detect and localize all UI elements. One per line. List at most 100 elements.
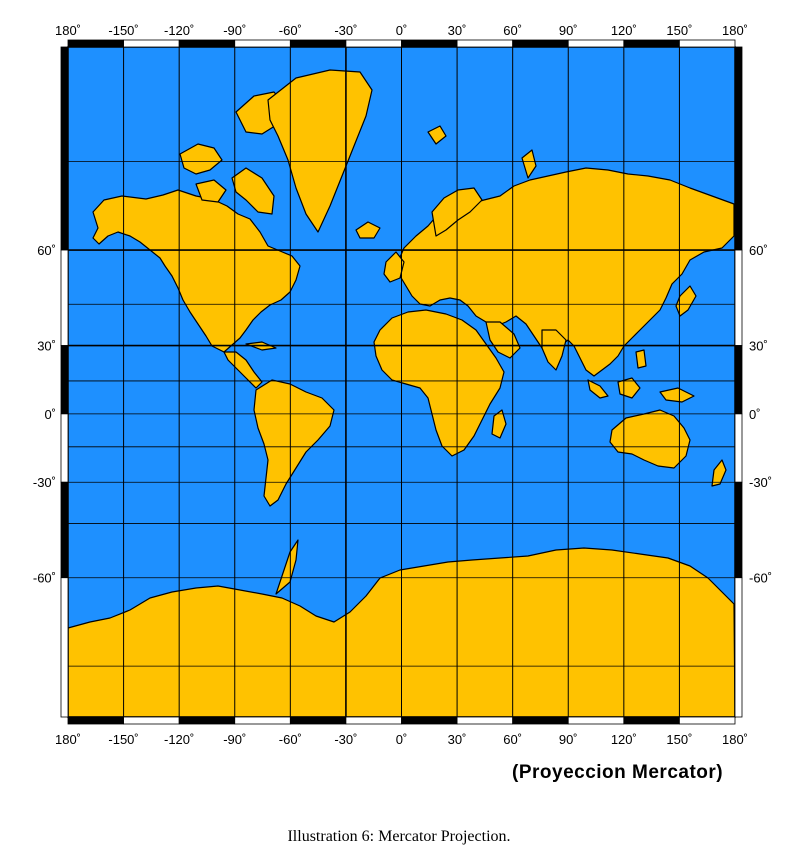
bottom-scale-segment [623, 716, 680, 725]
latitude-label: -60˚ [33, 571, 56, 586]
top-scale-segment [456, 39, 514, 48]
bottom-scale-segment [234, 716, 291, 725]
top-scale-segment [178, 39, 236, 48]
latitude-label: 60˚ [749, 243, 768, 258]
longitude-label: 150˚ [666, 732, 692, 747]
longitude-label: 0˚ [396, 23, 408, 38]
right-scale-bar [734, 46, 743, 718]
top-scale-segment [567, 39, 625, 48]
longitude-labels-bottom: 180˚ -150˚ -120˚ -90˚ -60˚ -30˚ 0˚ 30˚ 60˚ 90˚ 120… [55, 732, 748, 747]
arctic-islands [179, 143, 223, 175]
latitude-label: 0˚ [44, 407, 56, 422]
bottom-scale-segment [345, 716, 402, 725]
longitude-label: -90˚ [223, 23, 246, 38]
longitude-label: -90˚ [223, 732, 246, 747]
longitude-label: 60˚ [503, 732, 522, 747]
latitude-label: -30˚ [33, 475, 56, 490]
bottom-scale-segment [512, 716, 569, 725]
longitude-label: -120˚ [164, 23, 194, 38]
top-scale-bar [67, 39, 736, 48]
top-scale-segment [67, 39, 124, 48]
latitude-label: 60˚ [37, 243, 56, 258]
top-scale-segment [289, 39, 347, 48]
longitude-label: 150˚ [666, 23, 692, 38]
longitude-label: 180˚ [722, 732, 748, 747]
graticule [67, 47, 736, 717]
africa [373, 309, 505, 457]
right-scale-segment [734, 46, 743, 251]
left-scale-segment [60, 481, 69, 579]
longitude-label: 180˚ [722, 23, 748, 38]
new-guinea [659, 387, 695, 403]
australia [609, 409, 691, 469]
right-scale-segment [734, 481, 743, 579]
right-scale-segment [734, 249, 743, 346]
iceland [355, 221, 381, 239]
longitude-label: 180˚ [55, 23, 81, 38]
longitude-label: 60˚ [503, 23, 522, 38]
bottom-scale-segment [289, 716, 347, 725]
longitude-label: 30˚ [448, 732, 467, 747]
great-britain [383, 251, 405, 283]
latitude-labels-right: 60˚ 30˚ 0˚ -30˚ -60˚ [749, 243, 772, 586]
latitude-label: 30˚ [37, 339, 56, 354]
left-scale-segment [60, 577, 69, 718]
baffin-island [231, 167, 275, 215]
top-scale-segment [401, 39, 458, 48]
right-scale-segment [734, 413, 743, 483]
philippines [635, 349, 647, 369]
left-scale-segment [60, 413, 69, 483]
top-scale-segment [234, 39, 291, 48]
latitude-label: -60˚ [749, 571, 772, 586]
madagascar [491, 409, 507, 439]
india [541, 329, 567, 371]
new-zealand [711, 459, 727, 487]
longitude-label: -60˚ [279, 732, 302, 747]
top-scale-segment [623, 39, 680, 48]
bottom-scale-segment [67, 716, 124, 725]
left-scale-bar [60, 46, 69, 718]
arabia [485, 321, 521, 359]
longitude-label: 0˚ [396, 732, 408, 747]
longitude-label: -60˚ [279, 23, 302, 38]
latitude-label: 0˚ [749, 407, 761, 422]
bottom-scale-bar [67, 716, 736, 725]
longitude-label: -30˚ [334, 732, 357, 747]
bottom-scale-segment [123, 716, 180, 725]
right-scale-segment [734, 345, 743, 415]
longitude-label: 90˚ [559, 23, 578, 38]
left-scale-segment [60, 46, 69, 251]
longitude-label: -30˚ [334, 23, 357, 38]
longitude-label: -150˚ [108, 23, 138, 38]
left-scale-segment [60, 249, 69, 346]
eurasia [397, 167, 735, 377]
top-scale-segment [679, 39, 736, 48]
latitude-label: -30˚ [749, 475, 772, 490]
japan [675, 285, 697, 317]
right-scale-segment [734, 577, 743, 718]
left-scale-segment [60, 345, 69, 415]
longitude-label: 120˚ [611, 732, 637, 747]
novaya-zemlya [521, 149, 537, 179]
svalbard [427, 125, 447, 145]
bottom-scale-segment [178, 716, 236, 725]
latitude-labels-left: 60˚ 30˚ 0˚ -30˚ -60˚ [33, 243, 56, 586]
central-america [223, 351, 263, 389]
longitude-label: -120˚ [164, 732, 194, 747]
bottom-scale-segment [401, 716, 458, 725]
longitude-labels-top: 180˚ -150˚ -120˚ -90˚ -60˚ -30˚ 0˚ 30˚ 60˚ 90˚ 120… [55, 23, 748, 38]
sumatra [587, 379, 609, 399]
latitude-label: 30˚ [749, 339, 768, 354]
longitude-label: 90˚ [559, 732, 578, 747]
bottom-scale-segment [679, 716, 736, 725]
longitude-label: 180˚ [55, 732, 81, 747]
bottom-scale-segment [456, 716, 514, 725]
longitude-label: 30˚ [448, 23, 467, 38]
top-scale-segment [123, 39, 180, 48]
top-scale-segment [512, 39, 569, 48]
top-scale-segment [345, 39, 402, 48]
longitude-label: 120˚ [611, 23, 637, 38]
bottom-scale-segment [567, 716, 625, 725]
